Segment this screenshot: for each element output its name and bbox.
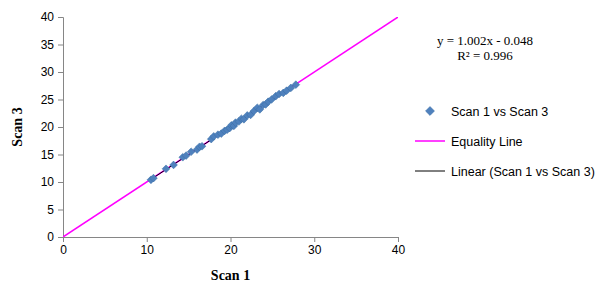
x-axis: 0 10 20 30 40 [60,237,405,257]
legend-swatch [415,171,445,172]
legend-entry: Scan 1 vs Scan 3 [426,105,549,119]
tick-label: 15 [41,148,55,162]
tick-mark [58,155,63,156]
tick: 10 [141,237,155,257]
tick: 0 [47,230,63,244]
annotation: y = 1.002x - 0.048 [437,33,533,48]
annotation: R² = 0.996 [457,48,513,63]
tick: 10 [41,175,63,189]
tick: 35 [41,38,63,52]
tick-mark [58,237,63,238]
tick: 20 [224,237,238,257]
tick: 20 [41,120,63,134]
tick-label: 35 [41,38,55,52]
axis-line [58,18,64,238]
axis-line [64,238,399,243]
legend-label: Scan 1 vs Scan 3 [451,105,548,119]
tick-mark [58,100,63,101]
tick-label: 25 [41,93,55,107]
legend-swatch [426,107,435,116]
tick-mark [398,237,399,242]
tick-label: 0 [47,230,54,244]
tick-label: 10 [41,175,55,189]
tick-mark [314,237,315,242]
legend-entry: Linear (Scan 1 vs Scan 3) [415,165,595,179]
tick: 30 [41,65,63,79]
plot-marks [63,17,398,237]
y-axis: 0 5 10 15 20 25 30 35 40 [41,10,64,244]
point [162,165,170,173]
legend-entry: Equality Line [415,135,523,149]
tick: 40 [41,10,63,24]
line [151,84,296,179]
y-axis-title: Scan 3 [10,107,25,146]
tick-label: 5 [47,203,54,217]
point [150,174,158,182]
point [292,81,300,89]
tick-mark [58,210,63,211]
legend-label: Equality Line [451,135,523,149]
tick: 40 [392,237,406,257]
legend: Scan 1 vs Scan 3 Equality Line Linear (Sca… [415,105,595,179]
tick: 30 [308,237,322,257]
tick-label: 30 [41,65,55,79]
x-axis-title: Scan 1 [211,268,250,283]
tick: 0 [60,237,67,257]
legend-label: Linear (Scan 1 vs Scan 3) [451,165,595,179]
tick-mark [58,45,63,46]
tick-label: 30 [308,243,322,257]
chart: 0 10 20 30 40 0 5 10 15 20 25 30 35 40 Scan 1 Scan 3 y =… [0,0,608,290]
tick: 5 [47,203,63,217]
tick-mark [58,127,63,128]
tick-label: 40 [392,243,406,257]
tick-label: 10 [141,243,155,257]
tick-mark [58,72,63,73]
tick-label: 20 [41,120,55,134]
tick-mark [58,182,63,183]
tick-label: 40 [41,10,55,24]
tick: 15 [41,148,63,162]
tick: 25 [41,93,63,107]
tick-mark [231,237,232,242]
point [170,161,178,169]
line [63,17,398,237]
tick-mark [58,17,63,18]
tick-mark [147,237,148,242]
tick-label: 20 [224,243,238,257]
legend-swatch [415,140,445,142]
tick-label: 0 [60,243,67,257]
point [198,142,206,150]
